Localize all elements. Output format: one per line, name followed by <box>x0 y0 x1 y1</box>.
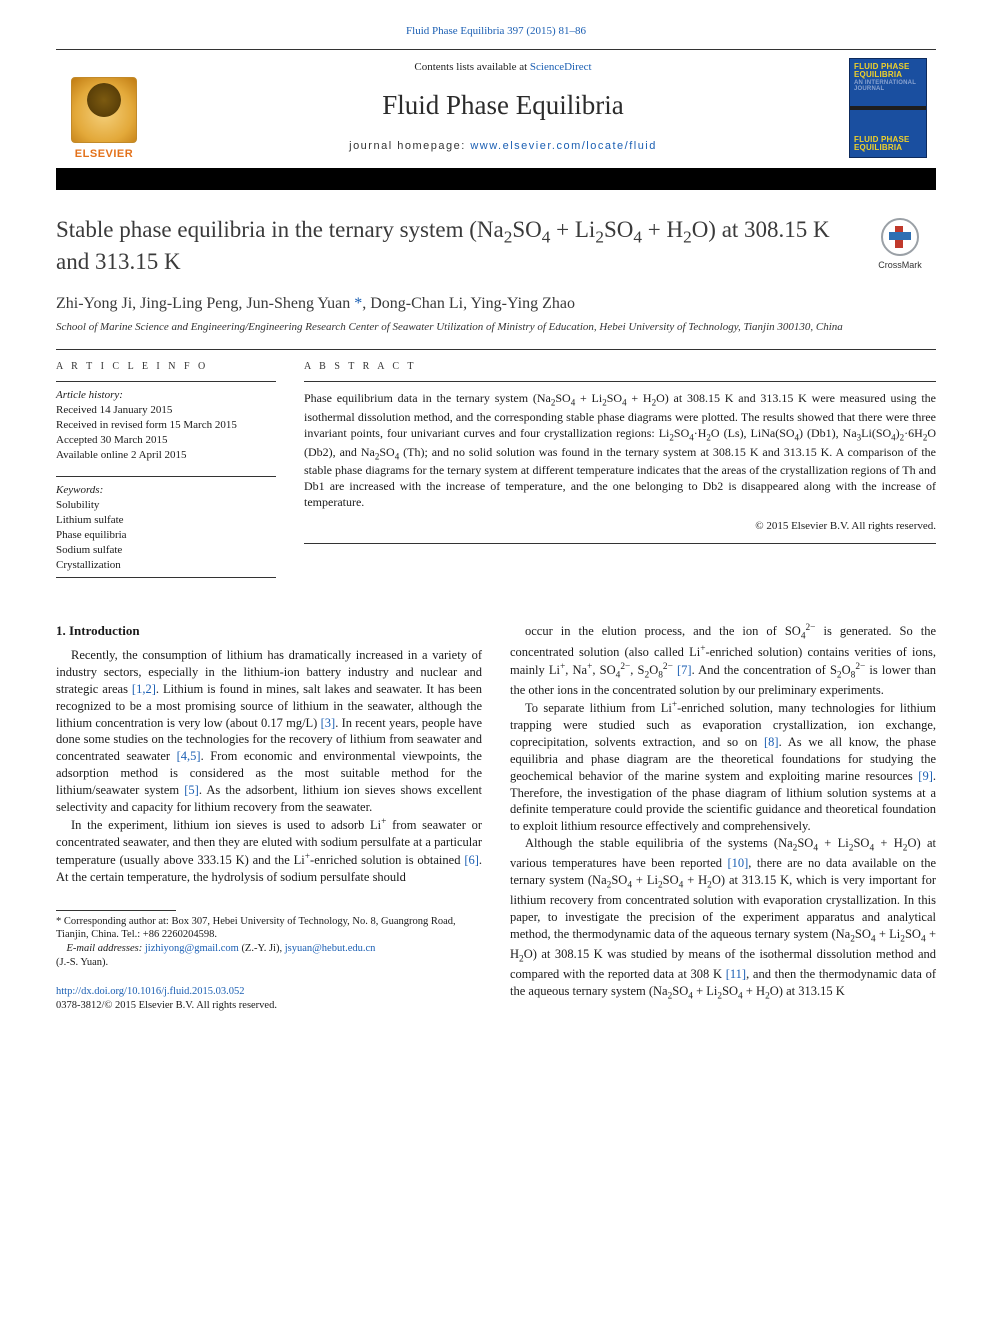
article-info-column: A R T I C L E I N F O Article history: R… <box>56 360 276 573</box>
keywords-title: Keywords: <box>56 483 276 498</box>
crossmark-icon <box>881 218 919 256</box>
elsevier-tree-icon <box>71 77 137 143</box>
body-paragraph: In the experiment, lithium ion sieves is… <box>56 816 482 886</box>
ref-link[interactable]: [1,2] <box>132 682 156 696</box>
divider <box>56 381 276 382</box>
body-paragraph: Although the stable equilibria of the sy… <box>510 835 936 1003</box>
ref-link[interactable]: [3] <box>321 716 336 730</box>
journal-name: Fluid Phase Equilibria <box>174 87 832 123</box>
body-paragraph: To separate lithium from Li+-enriched so… <box>510 699 936 835</box>
footnote-corr: * Corresponding author at: Box 307, Hebe… <box>56 915 482 942</box>
emails-label: E-mail addresses: <box>67 943 145 954</box>
publisher-cell: ELSEVIER <box>56 50 166 168</box>
publisher-name: ELSEVIER <box>75 147 133 162</box>
email-link[interactable]: jizhiyong@gmail.com <box>145 943 239 954</box>
body-paragraph: occur in the elution process, and the io… <box>510 622 936 700</box>
crossmark-label: CrossMark <box>878 259 922 271</box>
ref-link[interactable]: [10] <box>727 856 748 870</box>
availability-prefix: Contents lists available at <box>414 61 529 73</box>
sciencedirect-link[interactable]: ScienceDirect <box>530 61 592 73</box>
keyword: Phase equilibria <box>56 528 276 543</box>
journal-homepage-link[interactable]: www.elsevier.com/locate/fluid <box>470 140 657 152</box>
doi-link[interactable]: http://dx.doi.org/10.1016/j.fluid.2015.0… <box>56 986 245 997</box>
history-revised: Received in revised form 15 March 2015 <box>56 418 276 433</box>
history-received: Received 14 January 2015 <box>56 403 276 418</box>
ref-link[interactable]: [5] <box>184 783 199 797</box>
journal-cover-cell: FLUID PHASE EQUILIBRIA AN INTERNATIONAL … <box>840 50 936 168</box>
divider <box>56 476 276 477</box>
email-attribution: (Z.-Y. Ji), <box>239 943 285 954</box>
divider <box>304 543 936 544</box>
history-online: Available online 2 April 2015 <box>56 448 276 463</box>
ref-link[interactable]: [6] <box>464 853 479 867</box>
homepage-line: journal homepage: www.elsevier.com/locat… <box>174 139 832 154</box>
abstract-label: A B S T R A C T <box>304 360 936 374</box>
issn-copyright: 0378-3812/© 2015 Elsevier B.V. All right… <box>56 999 482 1013</box>
abstract-text: Phase equilibrium data in the ternary sy… <box>304 390 936 510</box>
paper-title: Stable phase equilibria in the ternary s… <box>56 216 850 277</box>
email-link[interactable]: jsyuan@hebut.edu.cn <box>285 943 376 954</box>
ref-link[interactable]: [8] <box>764 735 779 749</box>
ref-link[interactable]: [11] <box>726 967 746 981</box>
divider <box>56 577 276 578</box>
ref-link[interactable]: [4,5] <box>177 749 201 763</box>
keyword: Lithium sulfate <box>56 513 276 528</box>
body-paragraph: Recently, the consumption of lithium has… <box>56 647 482 816</box>
journal-masthead: ELSEVIER Contents lists available at Sci… <box>56 49 936 190</box>
footnote-divider <box>56 910 176 911</box>
cover-line: EQUILIBRIA <box>854 144 922 152</box>
ref-link[interactable]: [7] <box>677 663 692 677</box>
corresponding-footnote: * Corresponding author at: Box 307, Hebe… <box>56 915 482 970</box>
citation-link[interactable]: Fluid Phase Equilibria 397 (2015) 81–86 <box>406 25 586 37</box>
keyword: Sodium sulfate <box>56 543 276 558</box>
cover-line: EQUILIBRIA <box>854 71 922 79</box>
body-two-column: 1. Introduction Recently, the consumptio… <box>56 622 936 1014</box>
article-info-label: A R T I C L E I N F O <box>56 360 276 374</box>
abstract-column: A B S T R A C T Phase equilibrium data i… <box>304 360 936 573</box>
section-heading: 1. Introduction <box>56 622 482 640</box>
divider <box>56 349 936 350</box>
availability-line: Contents lists available at ScienceDirec… <box>174 60 832 75</box>
abstract-copyright: © 2015 Elsevier B.V. All rights reserved… <box>304 519 936 534</box>
journal-cover-icon: FLUID PHASE EQUILIBRIA AN INTERNATIONAL … <box>849 58 927 158</box>
email-attribution: (J.-S. Yuan). <box>56 956 482 970</box>
article-history-title: Article history: <box>56 388 276 403</box>
footnote-emails: E-mail addresses: jizhiyong@gmail.com (Z… <box>56 942 482 956</box>
crossmark-widget[interactable]: CrossMark <box>864 218 936 271</box>
doi-block: http://dx.doi.org/10.1016/j.fluid.2015.0… <box>56 985 482 1013</box>
top-citation: Fluid Phase Equilibria 397 (2015) 81–86 <box>56 24 936 39</box>
homepage-prefix: journal homepage: <box>349 140 470 152</box>
cover-line: AN INTERNATIONAL JOURNAL <box>854 80 922 93</box>
divider <box>304 381 936 382</box>
elsevier-logo: ELSEVIER <box>62 62 146 162</box>
ref-link[interactable]: [9] <box>918 769 933 783</box>
author-list: Zhi-Yong Ji, Jing-Ling Peng, Jun-Sheng Y… <box>56 293 936 315</box>
keyword: Crystallization <box>56 558 276 573</box>
masthead-center: Contents lists available at ScienceDirec… <box>166 50 840 168</box>
affiliation: School of Marine Science and Engineering… <box>56 320 936 334</box>
history-accepted: Accepted 30 March 2015 <box>56 433 276 448</box>
keyword: Solubility <box>56 498 276 513</box>
